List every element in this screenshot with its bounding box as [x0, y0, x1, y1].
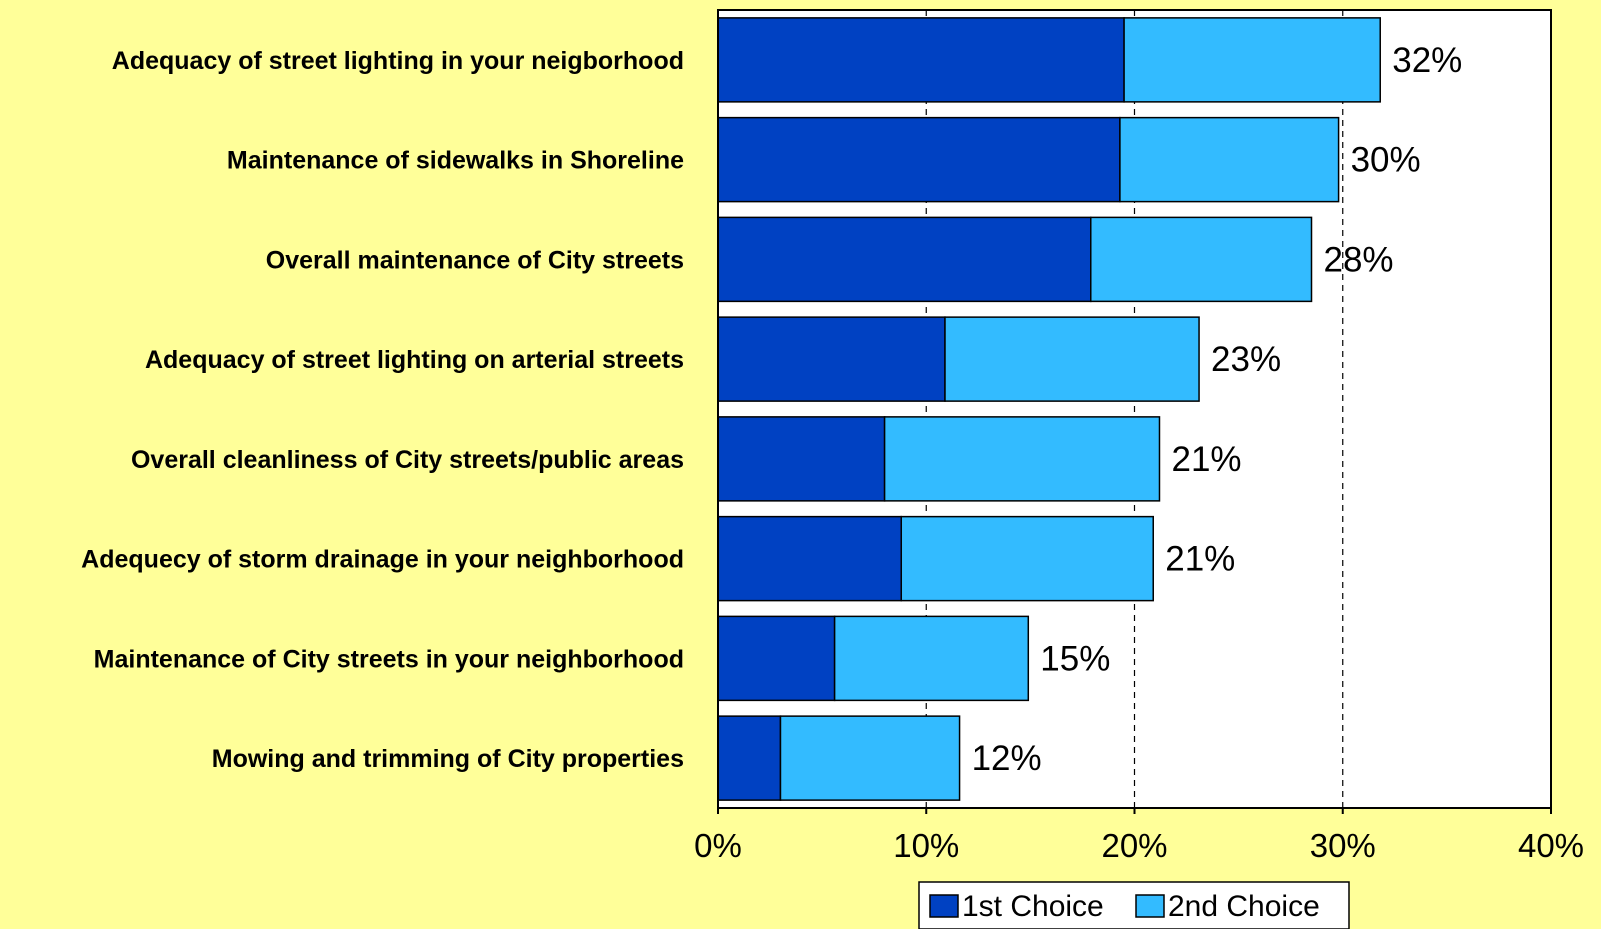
x-tick-label: 40%	[1518, 827, 1584, 864]
bar-first-choice	[717, 216, 1092, 303]
legend-label: 2nd Choice	[1168, 890, 1320, 923]
bar-first-choice	[717, 615, 836, 702]
category-label: Adequacy of street lighting in your neig…	[112, 47, 684, 75]
bar-total-label: 21%	[1171, 440, 1241, 479]
category-label: Overall maintenance of City streets	[266, 246, 684, 274]
bar-first-choice	[717, 416, 886, 502]
bar-total-label: 23%	[1211, 340, 1281, 379]
bar-first-choice	[717, 17, 1125, 103]
bar-first-choice	[717, 515, 903, 602]
bar-second-choice	[1090, 216, 1313, 303]
bar-second-choice	[833, 615, 1030, 702]
x-tick-label: 10%	[893, 827, 959, 864]
category-label: Mowing and trimming of City properties	[212, 745, 684, 773]
bar-total-label: 12%	[972, 739, 1042, 778]
legend-swatch-first-choice	[929, 894, 959, 918]
legend	[918, 881, 1350, 929]
category-label: Adequacy of street lighting on arterial …	[145, 346, 684, 374]
bar-first-choice	[717, 715, 782, 801]
bar-total-label: 15%	[1040, 639, 1110, 678]
category-label: Maintenance of sidewalks in Shoreline	[227, 147, 684, 175]
legend-label: 1st Choice	[962, 890, 1104, 923]
bar-second-choice	[883, 416, 1161, 502]
bar-first-choice	[717, 116, 1121, 203]
bar-total-label: 28%	[1324, 240, 1394, 279]
x-tick-label: 30%	[1310, 827, 1376, 864]
bar-total-label: 21%	[1165, 540, 1235, 579]
bar-second-choice	[944, 316, 1200, 402]
bar-second-choice	[1119, 116, 1340, 203]
category-label: Overall cleanliness of City streets/publ…	[131, 446, 684, 474]
category-label: Maintenance of City streets in your neig…	[94, 645, 684, 673]
x-tick-label: 20%	[1101, 827, 1167, 864]
bar-total-label: 30%	[1351, 141, 1421, 180]
bar-second-choice	[779, 715, 961, 801]
bar-total-label: 32%	[1392, 41, 1462, 80]
bar-first-choice	[717, 316, 946, 402]
bar-second-choice	[900, 515, 1154, 602]
category-label: Adequecy of storm drainage in your neigh…	[81, 546, 684, 574]
x-tick-label: 0%	[694, 827, 742, 864]
legend-swatch-second-choice	[1135, 894, 1165, 918]
bar-second-choice	[1123, 17, 1381, 103]
